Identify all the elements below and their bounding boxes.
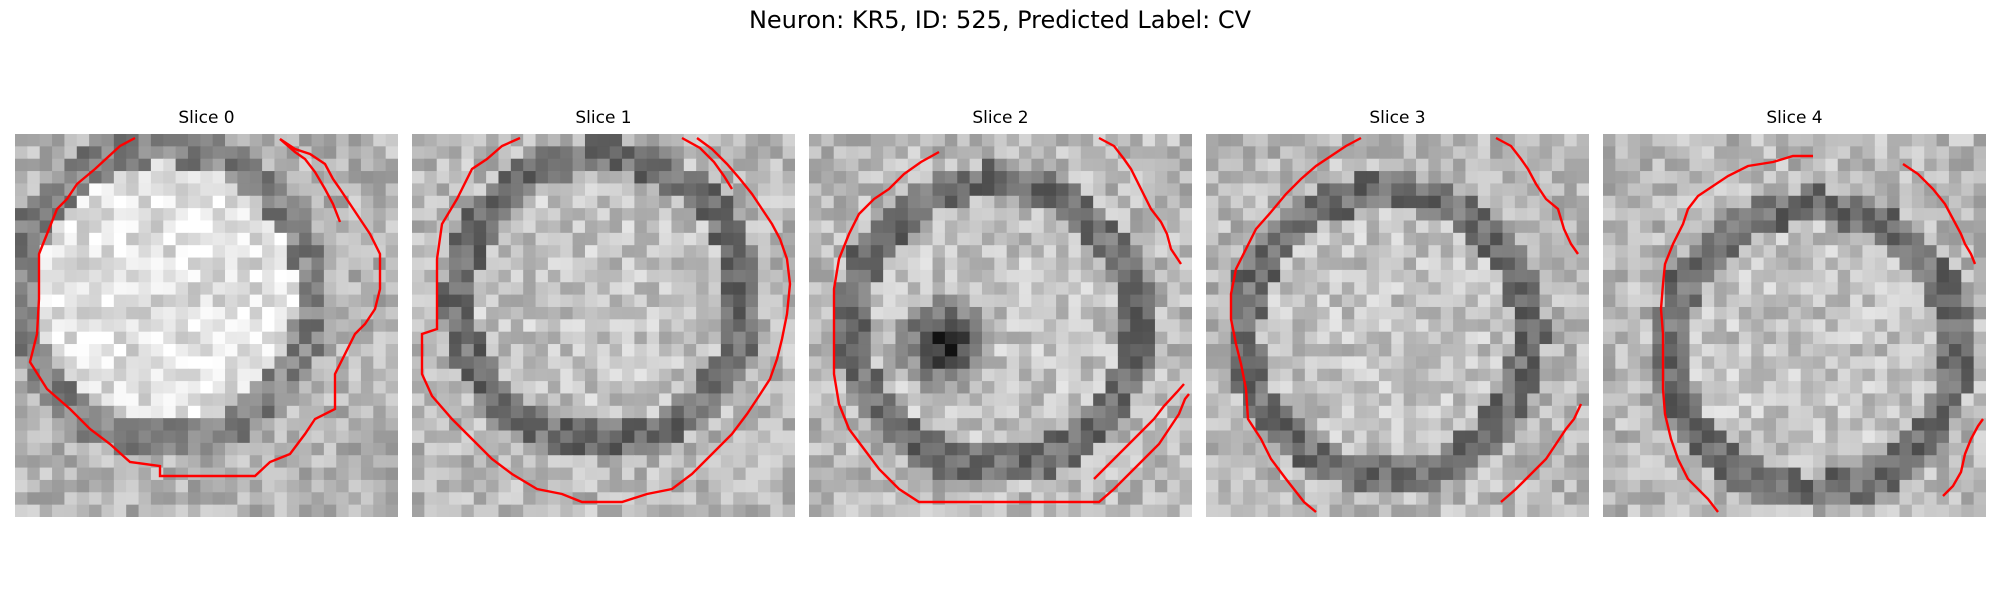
slice-image [1603, 134, 1986, 517]
pixel-grid [15, 134, 398, 517]
slice-image [412, 134, 795, 517]
slice-image [809, 134, 1192, 517]
contour-line [279, 138, 342, 223]
contour-line [420, 136, 792, 504]
contour-line [1098, 136, 1182, 265]
contour-line [1495, 136, 1579, 255]
contour-line [1229, 136, 1362, 513]
contour-line [681, 136, 734, 190]
pixel-grid [1603, 134, 1986, 517]
contour-line [1659, 154, 1813, 513]
contour-line [1942, 418, 1984, 497]
pixel-grid [809, 134, 1192, 517]
pixel-grid [412, 134, 795, 517]
slice-title: Slice 2 [972, 108, 1029, 128]
contour-line [1902, 163, 1977, 265]
pixel-grid [1206, 134, 1589, 517]
contour-line [1500, 403, 1583, 503]
figure-title: Neuron: KR5, ID: 525, Predicted Label: C… [748, 6, 1252, 34]
slice-title: Slice 4 [1766, 108, 1823, 128]
contour-line [1093, 383, 1185, 480]
slice-title: Slice 0 [178, 108, 235, 128]
slice-title: Slice 1 [575, 108, 632, 128]
contour-line [28, 136, 382, 478]
slice-title: Slice 3 [1369, 108, 1426, 128]
contour-line [832, 150, 1190, 504]
slice-image [1206, 134, 1589, 517]
slice-image [15, 134, 398, 517]
